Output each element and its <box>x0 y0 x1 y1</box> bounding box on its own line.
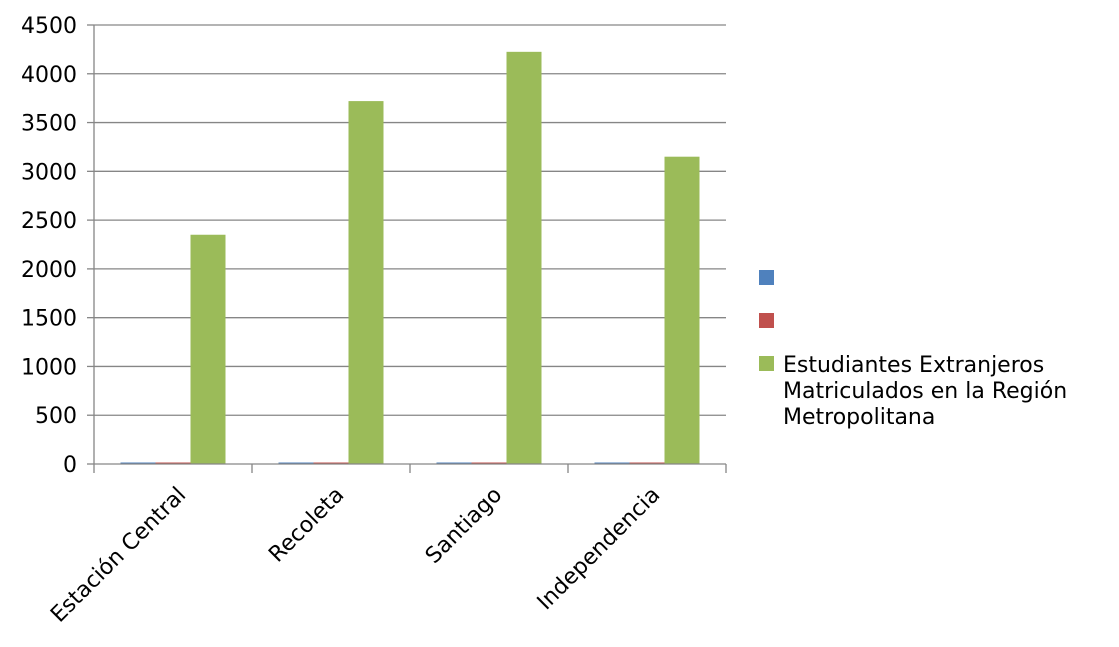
y-tick-label: 2000 <box>21 258 77 283</box>
x-axis-tick-labels: Estación Central Recoleta Santiago Independ… <box>46 483 665 628</box>
y-tick-label: 4500 <box>21 14 77 39</box>
y-tick-label: 500 <box>35 404 77 429</box>
bar <box>190 234 226 464</box>
bar <box>313 462 349 464</box>
gridlines <box>94 24 726 416</box>
bar <box>471 462 507 464</box>
y-tick-label: 2500 <box>21 209 77 234</box>
bar <box>594 462 630 464</box>
y-axis-tick-labels: 0 500 1000 1500 2000 2500 3000 3500 4000 4500 <box>21 14 77 478</box>
x-tick-label: Estación Central <box>46 483 191 628</box>
bar <box>629 462 665 464</box>
bar <box>120 462 156 464</box>
bar <box>664 156 700 464</box>
bar <box>348 101 384 465</box>
bar <box>278 462 314 464</box>
legend-label: Estudiantes Extranjeros Matriculados en l… <box>783 353 1067 430</box>
y-tick-label: 3500 <box>21 112 77 137</box>
legend: Estudiantes Extranjeros Matriculados en l… <box>759 270 1067 430</box>
x-tick-label: Santiago <box>421 483 507 569</box>
x-tick-label: Recoleta <box>264 483 349 568</box>
legend-swatch <box>759 313 774 328</box>
legend-swatch <box>759 270 774 285</box>
y-tick-label: 3000 <box>21 160 77 185</box>
x-tick-label: Independencia <box>533 483 666 616</box>
y-tick-label: 4000 <box>21 63 77 88</box>
y-tick-label: 1000 <box>21 355 77 380</box>
bar <box>506 51 542 464</box>
bar <box>155 462 191 464</box>
bars <box>120 51 700 465</box>
legend-swatch <box>759 356 774 371</box>
y-tick-label: 0 <box>63 453 77 478</box>
bar <box>436 462 472 464</box>
y-tick-label: 1500 <box>21 307 77 332</box>
axes <box>87 24 727 473</box>
